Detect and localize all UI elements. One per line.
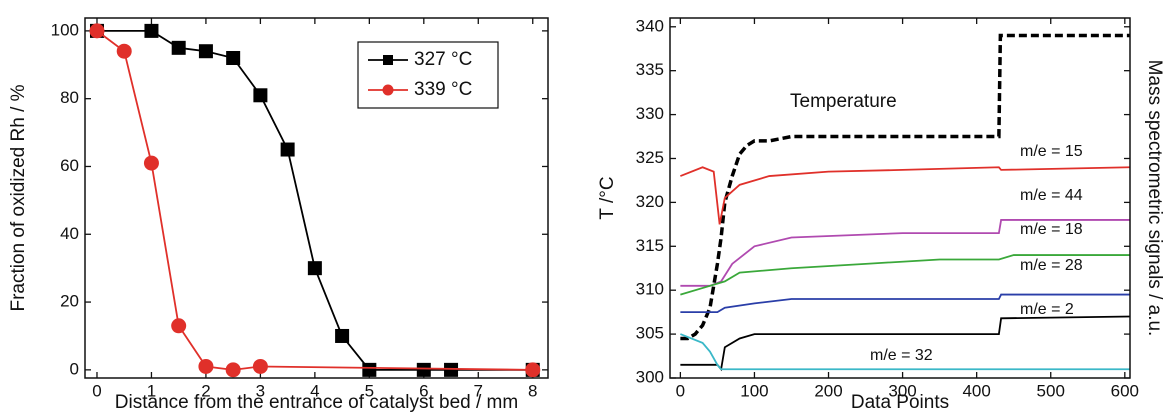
- plot-frame: [84, 17, 549, 379]
- y-tick-label: 60: [60, 156, 79, 175]
- series-label: m/e = 15: [1020, 143, 1083, 160]
- x-tick-label: 0: [676, 381, 685, 400]
- legend-marker: [382, 84, 394, 96]
- series-line: [680, 33, 1130, 341]
- marker: [144, 23, 159, 38]
- x-tick-label: 2: [201, 381, 210, 400]
- legend-marker: [383, 55, 393, 65]
- marker: [89, 23, 105, 39]
- y-tick-label: 315: [636, 236, 664, 255]
- marker: [280, 142, 295, 157]
- y-tick-label: 305: [636, 324, 664, 343]
- y-tick-label: 335: [636, 60, 664, 79]
- marker: [226, 51, 241, 65]
- series-line: [680, 333, 1130, 371]
- y-tick-label: 20: [60, 292, 79, 311]
- y2-axis-label: Mass spectrometric signals / a.u.: [1144, 60, 1165, 337]
- y-axis-label: T /°C: [597, 176, 618, 219]
- series-line: [680, 166, 1131, 225]
- x-tick-label: 0: [92, 381, 101, 400]
- x-tick-label: 600: [1111, 381, 1139, 400]
- x-tick-label: 1: [147, 381, 156, 400]
- y-tick-label: 80: [60, 88, 79, 107]
- x-tick-label: 400: [962, 381, 990, 400]
- x-tick-label: 300: [888, 381, 916, 400]
- plot-frame: [669, 17, 1131, 379]
- marker: [444, 362, 459, 377]
- marker: [253, 88, 268, 103]
- y-tick-label: 40: [60, 224, 79, 243]
- y-tick-label: 0: [70, 359, 79, 378]
- x-tick-label: 8: [528, 381, 537, 400]
- x-axis-label: Data Points: [851, 392, 949, 412]
- marker: [252, 358, 268, 374]
- x-tick-label: 6: [419, 381, 428, 400]
- marker: [335, 328, 350, 343]
- marker: [225, 362, 241, 378]
- legend-label: 327 °C: [414, 49, 472, 70]
- series-line: [680, 254, 1130, 296]
- series-label: m/e = 28: [1020, 257, 1083, 274]
- marker: [171, 318, 187, 334]
- y-tick-label: 340: [636, 16, 664, 35]
- series-line: [680, 293, 1130, 314]
- legend-label: 339 °C: [414, 79, 472, 100]
- y-tick-label: 330: [636, 104, 664, 123]
- legend-box: [357, 41, 499, 109]
- series-label: m/e = 32: [870, 347, 933, 364]
- marker: [198, 44, 213, 59]
- marker: [116, 43, 132, 59]
- y-tick-label: 310: [636, 280, 664, 299]
- x-tick-label: 4: [310, 381, 319, 400]
- x-axis-label: Distance from the entrance of catalyst b…: [115, 392, 518, 412]
- marker: [171, 40, 186, 55]
- marker: [307, 261, 322, 276]
- x-tick-label: 3: [256, 381, 265, 400]
- marker: [416, 362, 431, 377]
- x-tick-label: 7: [474, 381, 483, 400]
- x-tick-label: 100: [740, 381, 768, 400]
- series-label: m/e = 2: [1020, 301, 1074, 318]
- marker: [198, 358, 214, 374]
- y-tick-label: 325: [636, 148, 664, 167]
- x-tick-label: 200: [814, 381, 842, 400]
- y-axis-label: Fraction of oxidized Rh / %: [8, 84, 29, 311]
- y-tick-label: 300: [636, 367, 664, 386]
- y-tick-label: 100: [51, 20, 79, 39]
- series-label: m/e = 18: [1020, 221, 1083, 238]
- series-label: m/e = 44: [1020, 187, 1083, 204]
- marker: [362, 362, 377, 377]
- marker: [143, 155, 159, 171]
- marker: [525, 362, 541, 378]
- y-tick-label: 320: [636, 192, 664, 211]
- x-tick-label: 5: [365, 381, 374, 400]
- series-label: Temperature: [790, 91, 897, 112]
- x-tick-label: 500: [1037, 381, 1065, 400]
